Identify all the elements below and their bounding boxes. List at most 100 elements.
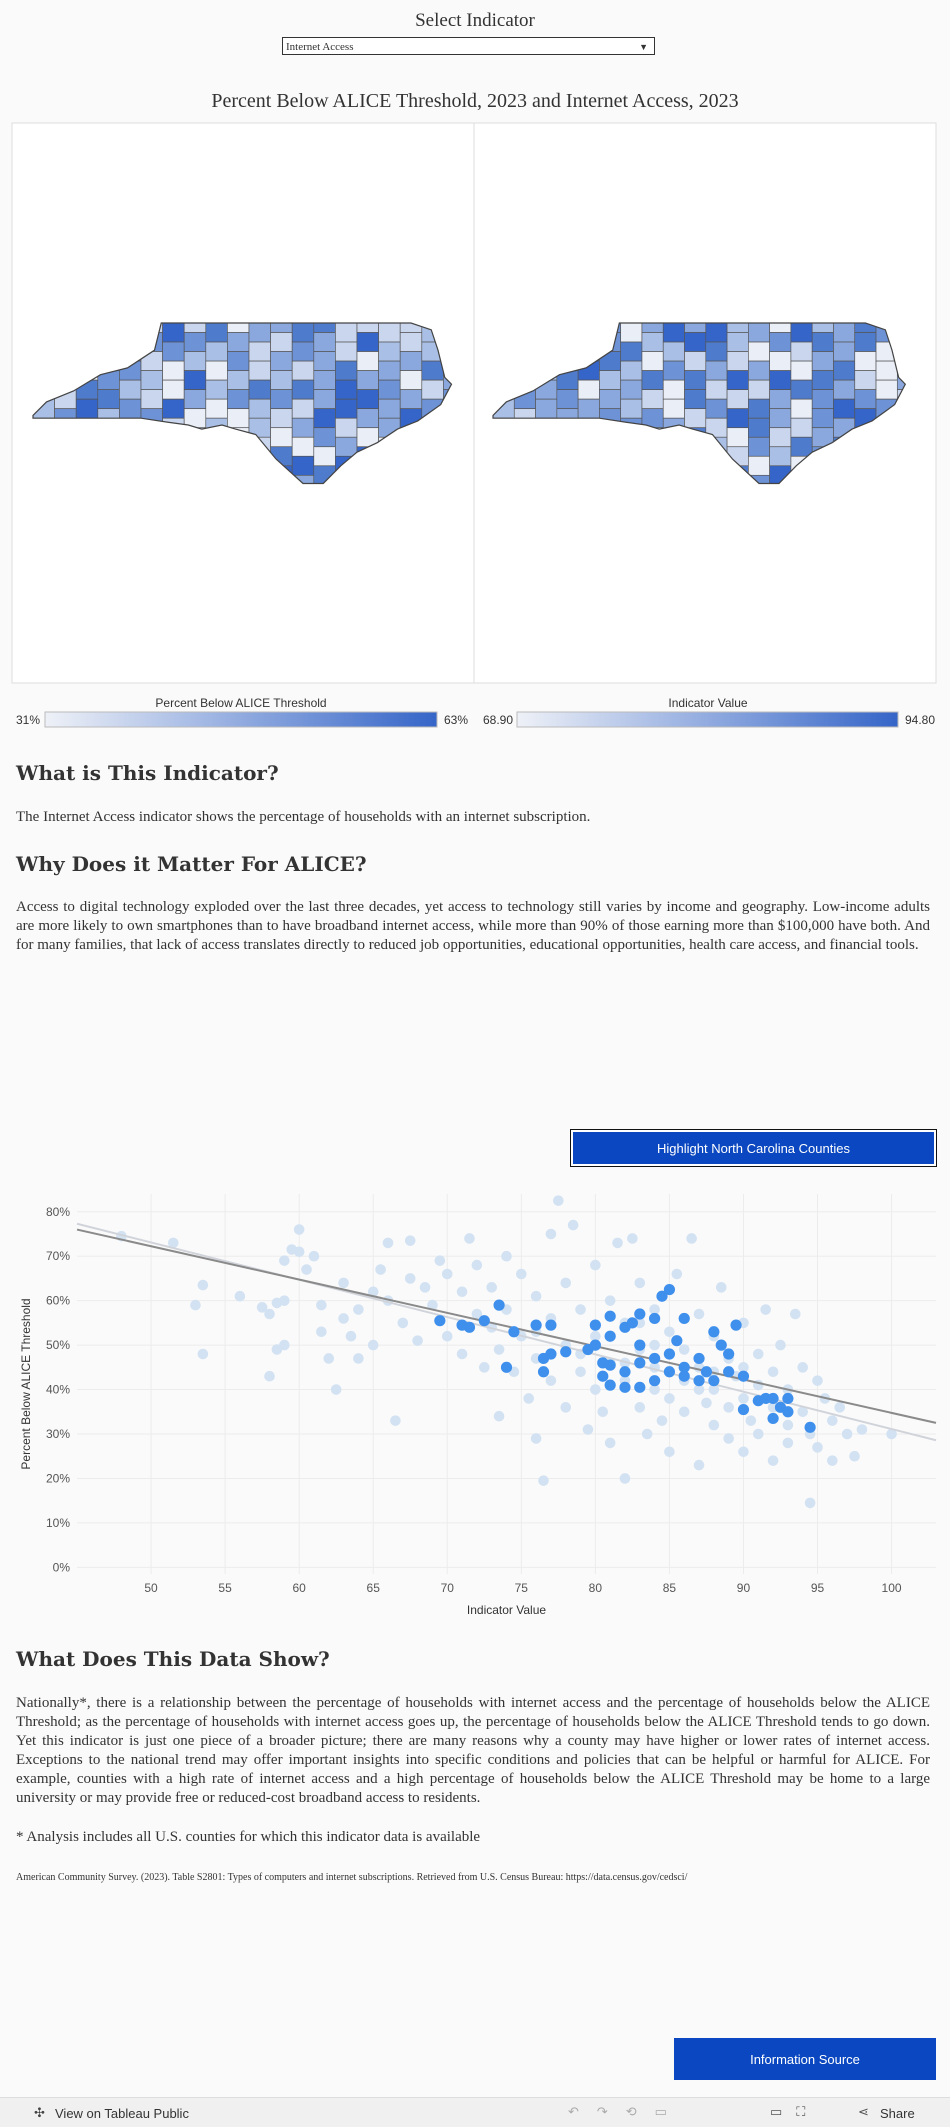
scatter-point	[678, 1406, 690, 1418]
x-tick-label: 100	[882, 1581, 902, 1595]
scatter-point	[345, 1330, 357, 1342]
maps: Percent Below ALICE Threshold 31% 63% Indic…	[11, 122, 937, 728]
tableau-link[interactable]: View on Tableau Public	[55, 2106, 189, 2121]
indicator-dropdown[interactable]: Internet Access ▼	[282, 37, 655, 55]
y-tick-label: 40%	[46, 1383, 70, 1397]
scatter-point	[619, 1366, 631, 1378]
scatter-point	[664, 1446, 675, 1458]
scatter-point	[441, 1330, 453, 1342]
scatter-point	[664, 1326, 675, 1338]
county	[854, 389, 877, 410]
scatter-point	[353, 1304, 364, 1315]
county	[313, 389, 336, 410]
county	[378, 360, 401, 381]
scatter-point	[589, 1319, 601, 1331]
scatter-point	[782, 1406, 794, 1418]
county	[641, 332, 664, 352]
scatter-point	[663, 1283, 676, 1296]
county	[748, 417, 770, 438]
y-axis-label: Percent Below ALICE Threshold	[19, 1298, 33, 1469]
county	[684, 332, 707, 352]
scatter-point	[560, 1346, 572, 1358]
county	[769, 446, 792, 467]
scatter-point	[404, 1235, 416, 1246]
scatter-point	[723, 1402, 734, 1413]
scatter-point	[663, 1348, 676, 1360]
county	[769, 370, 792, 390]
scatter-point	[656, 1415, 668, 1426]
county	[726, 389, 749, 410]
scatter-point	[797, 1406, 809, 1418]
section-text: Nationally*, there is a relationship bet…	[16, 1695, 930, 1806]
county	[183, 389, 207, 410]
section-heading: What Does This Data Show?	[16, 1647, 330, 1671]
scatter-point	[523, 1393, 535, 1404]
y-tick-label: 60%	[46, 1294, 70, 1308]
county	[620, 398, 643, 419]
scatter-point	[264, 1308, 275, 1320]
county	[833, 323, 856, 343]
scatter-point	[367, 1286, 379, 1298]
county	[599, 389, 622, 410]
county	[726, 427, 749, 448]
share-button[interactable]: Share	[880, 2106, 915, 2121]
scatter-point	[516, 1268, 527, 1280]
county	[662, 379, 685, 400]
county	[641, 370, 664, 390]
county	[291, 436, 315, 457]
county	[662, 323, 685, 343]
scatter-point	[545, 1228, 557, 1240]
scatter-point	[693, 1352, 705, 1365]
scatter-point	[464, 1233, 475, 1244]
scatter-point	[782, 1392, 794, 1405]
trend-line	[76, 1228, 937, 1424]
scatter-point	[382, 1237, 394, 1249]
county	[162, 379, 185, 400]
legend-bar	[516, 711, 899, 728]
county	[356, 351, 379, 371]
county	[620, 341, 643, 362]
scatter-point	[471, 1259, 483, 1271]
scatter-point	[612, 1237, 623, 1249]
scatter-point	[619, 1473, 631, 1484]
share-icon: ⋖	[858, 2104, 869, 2119]
scatter-point	[553, 1195, 564, 1206]
county	[162, 323, 185, 343]
county	[248, 323, 271, 343]
scatter-point	[671, 1268, 683, 1280]
x-axis-label: Indicator Value	[467, 1603, 546, 1617]
footer-bar: ✣ View on Tableau Public ↶↷⟲▭ ▭⛶ ⋖ Share	[0, 2097, 950, 2127]
scatter-point	[723, 1433, 734, 1444]
county	[769, 408, 792, 429]
scatter-point	[634, 1402, 646, 1413]
scatter-point	[545, 1319, 557, 1331]
county	[748, 436, 770, 457]
scatter-point	[412, 1335, 423, 1346]
county	[356, 370, 379, 390]
scatter-point	[693, 1308, 705, 1320]
highlight-button[interactable]: Highlight North Carolina Counties	[571, 1130, 936, 1166]
county	[875, 360, 898, 381]
county	[162, 341, 185, 362]
scatter-point	[590, 1330, 601, 1342]
county	[97, 389, 120, 410]
section-heading: What is This Indicator?	[16, 761, 279, 785]
y-tick-label: 80%	[46, 1205, 70, 1219]
county	[205, 379, 228, 400]
county	[641, 389, 664, 410]
scatter-point	[197, 1348, 209, 1360]
county	[790, 323, 813, 343]
county	[875, 379, 898, 400]
scatter-point	[775, 1339, 786, 1351]
info-source-button[interactable]: Information Source	[674, 2038, 936, 2080]
y-tick-label: 10%	[46, 1516, 70, 1530]
scatter-point	[782, 1437, 794, 1449]
scatter-point	[886, 1428, 897, 1440]
county	[356, 389, 379, 410]
county	[854, 332, 877, 352]
scatter-point	[486, 1282, 497, 1293]
county	[769, 332, 792, 352]
x-tick-label: 70	[441, 1581, 455, 1595]
county	[748, 474, 770, 484]
